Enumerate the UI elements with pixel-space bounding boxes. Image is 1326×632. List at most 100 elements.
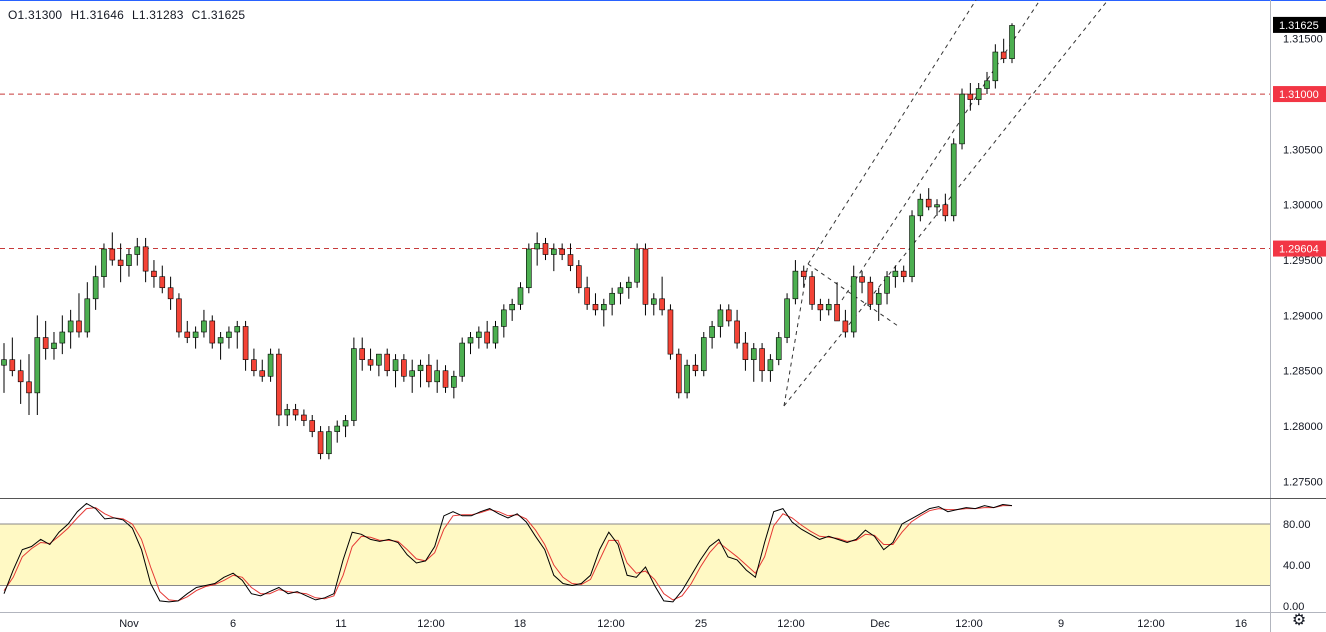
- candle-body-up: [534, 243, 540, 250]
- price-tag: 1.29604: [1273, 240, 1326, 257]
- candle-body-up: [51, 342, 57, 349]
- candle-body-up: [267, 353, 274, 377]
- price-tick-label: 1.30500: [1283, 144, 1323, 156]
- candle-body-down: [317, 431, 324, 455]
- candle-body-down: [42, 337, 49, 349]
- candle: [409, 359, 415, 393]
- candle-body-up: [492, 326, 499, 344]
- candle: [151, 260, 157, 288]
- candle-body-up: [850, 276, 857, 333]
- candle-body-down: [309, 420, 316, 432]
- candle-body-down: [567, 254, 574, 266]
- candle: [476, 326, 482, 349]
- candle: [401, 354, 407, 382]
- candle: [725, 304, 732, 327]
- candle-body-up: [409, 370, 415, 377]
- candle: [792, 260, 799, 305]
- candle: [126, 249, 132, 277]
- candle: [584, 276, 590, 310]
- candle: [759, 343, 765, 382]
- time-tick-label: 11: [335, 618, 346, 630]
- settings-gear-icon[interactable]: ⚙: [1291, 612, 1307, 629]
- candle-body-up: [126, 254, 132, 266]
- candle-body-up: [501, 309, 507, 327]
- candle: [601, 298, 607, 327]
- candle-body-up: [551, 248, 557, 255]
- ohlc-legend: O1.31300 H1.31646 L1.31283 C1.31625: [8, 8, 253, 22]
- candle: [984, 71, 990, 95]
- candle: [950, 138, 957, 222]
- candle-body-up: [376, 353, 382, 366]
- stoch-tick-label: 80.00: [1283, 519, 1311, 531]
- candle: [709, 320, 715, 349]
- candle: [534, 232, 540, 266]
- candle: [192, 326, 199, 349]
- stoch-tick-label: 40.00: [1283, 560, 1311, 572]
- candle-body-up: [59, 331, 66, 344]
- candle: [67, 309, 74, 349]
- candle-body-up: [342, 420, 349, 427]
- candle: [917, 193, 924, 222]
- candle: [217, 332, 224, 360]
- candle-body-up: [884, 276, 890, 294]
- time-tick-label: 16: [1235, 618, 1247, 630]
- candle: [134, 237, 141, 266]
- candle-body-up: [1, 359, 7, 366]
- candle: [92, 265, 99, 310]
- candle: [551, 243, 557, 272]
- candle-body-down: [967, 93, 974, 100]
- time-tick-label: 9: [1058, 618, 1064, 630]
- candle: [484, 320, 490, 349]
- candle: [359, 337, 366, 371]
- candle-body-down: [142, 246, 149, 272]
- time-tick-label: Nov: [119, 618, 139, 630]
- time-tick-label: 6: [230, 618, 236, 630]
- candle-body-up: [517, 287, 524, 305]
- candle: [17, 359, 24, 404]
- candle: [509, 298, 515, 321]
- candle: [326, 426, 332, 460]
- candle: [434, 359, 440, 393]
- candle-body-down: [1000, 51, 1007, 59]
- candle-body-up: [825, 304, 832, 311]
- time-tick-label: 18: [514, 618, 526, 630]
- candle-body-up: [984, 80, 990, 89]
- candle-body-up: [234, 326, 241, 333]
- candle: [850, 265, 857, 338]
- candle: [142, 237, 149, 283]
- candle-body-down: [692, 364, 699, 372]
- channel-median-line: [841, 0, 1041, 301]
- candle: [1, 343, 7, 393]
- time-tick-label: 12:00: [597, 618, 625, 630]
- candle-body-up: [684, 364, 690, 394]
- candle: [625, 276, 632, 299]
- candle: [576, 260, 582, 294]
- candle-body-up: [634, 248, 640, 283]
- price-tick-label: 1.30000: [1283, 200, 1323, 212]
- candle: [342, 415, 349, 438]
- candle-body-down: [559, 248, 565, 255]
- candle-body-down: [867, 281, 874, 305]
- candle: [659, 276, 665, 316]
- candle-body-down: [834, 304, 840, 322]
- candle: [767, 354, 774, 382]
- candle-body-up: [792, 270, 799, 300]
- candle-body-up: [392, 359, 399, 372]
- candle: [700, 332, 707, 377]
- candle-body-down: [725, 309, 732, 322]
- candle: [376, 353, 382, 377]
- price-tick-label: 1.29500: [1283, 255, 1323, 267]
- time-tick-label: 25: [695, 618, 707, 630]
- price-tick-label: 1.27500: [1283, 476, 1323, 488]
- candle-body-down: [117, 259, 124, 266]
- price-tick-label: 1.31500: [1283, 34, 1323, 46]
- candle-body-down: [251, 359, 257, 372]
- candle-body-down: [367, 359, 374, 366]
- candle-body-up: [617, 287, 624, 294]
- candle-body-down: [484, 331, 490, 344]
- candle: [34, 315, 41, 415]
- candle: [775, 332, 782, 366]
- candle-body-up: [767, 359, 774, 372]
- candle: [784, 293, 790, 344]
